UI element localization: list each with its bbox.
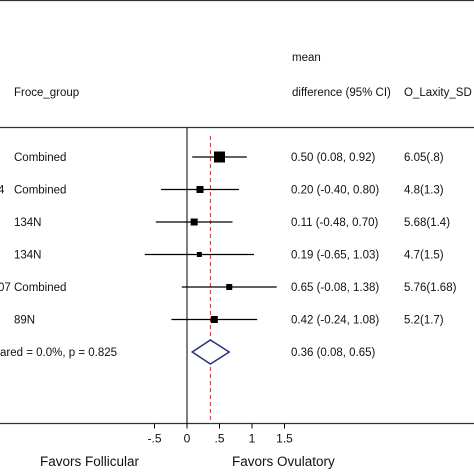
extra-header: O_Laxity_SD	[404, 87, 472, 99]
group-label: 134N	[14, 250, 42, 262]
group-label: 134N	[14, 217, 42, 229]
ci-text: 0.50 (0.08, 0.92)	[291, 152, 376, 164]
laxity-value: 5.68(1.4)	[404, 217, 450, 229]
overall-ci-text: 0.36 (0.08, 0.65)	[291, 347, 376, 359]
point-estimate	[226, 284, 233, 290]
ci-text: 0.11 (-0.48, 0.70)	[291, 217, 379, 229]
ci-header-line2: difference (95% CI)	[292, 87, 391, 99]
x-tick-label: 1	[249, 432, 256, 446]
x-tick-label: .5	[214, 432, 224, 446]
group-label: Combined	[14, 152, 66, 164]
laxity-value: 4.8(1.3)	[404, 185, 444, 197]
laxity-value: 5.2(1.7)	[404, 315, 444, 327]
study-label: 07	[0, 282, 11, 294]
plot-layer: Combined 0.50 (0.08, 0.92) 6.05(.8) 4 Combin…	[0, 128, 457, 446]
favors-left-label: Favors Follicular	[40, 454, 140, 469]
x-tick-label: 0	[184, 432, 191, 446]
point-estimate	[196, 186, 204, 193]
ci-header-line1: mean	[292, 52, 321, 64]
laxity-value: 6.05(.8)	[404, 152, 444, 164]
group-header: Froce_group	[14, 87, 79, 99]
group-label: Combined	[14, 282, 66, 294]
heterogeneity-label: ared = 0.0%, p = 0.825	[0, 347, 117, 359]
favors-right-label: Favors Ovulatory	[232, 454, 335, 469]
laxity-value: 5.76(1.68)	[404, 282, 457, 294]
x-tick-label: 1.5	[276, 432, 293, 446]
overall-diamond	[190, 339, 231, 365]
ci-text: 0.20 (-0.40, 0.80)	[291, 185, 379, 197]
group-label: 89N	[14, 315, 35, 327]
point-estimate	[196, 252, 202, 257]
point-estimate	[190, 218, 198, 226]
point-estimate	[214, 151, 225, 163]
ci-text: 0.19 (-0.65, 1.03)	[291, 250, 379, 262]
ci-text: 0.65 (-0.08, 1.38)	[291, 282, 379, 294]
point-estimate	[210, 316, 218, 323]
x-tick-label: -.5	[147, 432, 161, 446]
ci-text: 0.42 (-0.24, 1.08)	[291, 315, 379, 327]
group-label: Combined	[14, 185, 66, 197]
study-label: 4	[0, 185, 5, 197]
laxity-value: 4.7(1.5)	[404, 250, 444, 262]
